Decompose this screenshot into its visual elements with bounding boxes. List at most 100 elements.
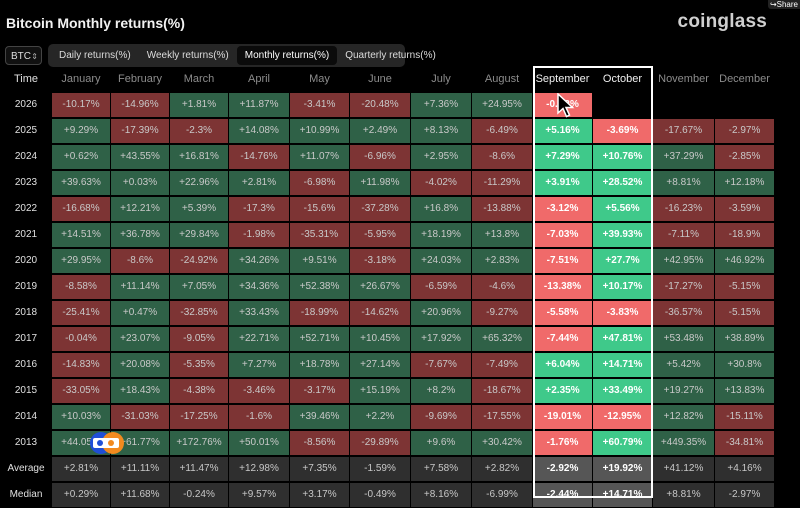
return-cell: +38.89% [715,327,774,351]
table-summary-row: Median +0.29% +11.68% -0.24% +9.57% +3.17% -0.… [0,482,800,508]
return-cell: -7.11% [653,223,714,247]
return-cell: +12.18% [715,171,774,195]
table-header-row: Time January February March April May June July… [0,66,800,92]
return-cell: +26.67% [350,275,410,299]
return-cell: -8.58% [52,275,110,299]
row-label: 2016 [14,359,38,370]
return-cell: -5.15% [715,275,774,299]
return-cell: +16.8% [411,197,471,221]
month-header-july: July [431,73,451,85]
chevron-updown-icon: ⇕ [31,52,38,61]
table-row: 2017 -0.04% +23.07% -9.05% +22.71% +52.71% +10… [0,326,800,352]
table-row: 2020 +29.95% -8.6% -24.92% +34.26% +9.51% -3.1… [0,248,800,274]
return-cell: +13.83% [715,379,774,403]
return-cell: -7.03% [533,223,592,247]
return-cell: -18.9% [715,223,774,247]
return-cell: -33.05% [52,379,110,403]
return-cell: +9.51% [290,249,349,273]
return-cell: +10.76% [593,145,652,169]
return-cell: -7.67% [411,353,471,377]
return-cell: -18.67% [472,379,532,403]
return-cell: +34.26% [229,249,289,273]
table-row: 2024 +0.62% +43.55% +16.81% -14.76% +11.07% -6… [0,144,800,170]
return-cell: +39.46% [290,405,349,429]
return-cell: -4.38% [170,379,228,403]
row-label: 2014 [14,411,38,422]
summary-cell: +7.35% [290,457,349,481]
return-cell: -2.3% [170,119,228,143]
return-cell: +5.42% [653,353,714,377]
return-cell: -14.96% [111,93,169,117]
return-cell: +2.2% [350,405,410,429]
return-cell: +30.42% [472,431,532,455]
table-row: 2026 -10.17% -14.96% +1.81% +11.87% -3.41% -20… [0,92,800,118]
return-cell: +43.55% [111,145,169,169]
return-cell: +24.95% [472,93,532,117]
row-label: 2026 [14,99,38,110]
row-label: 2023 [14,177,38,188]
return-cell: -17.67% [653,119,714,143]
return-cell: +13.8% [472,223,532,247]
summary-cell: +2.82% [472,457,532,481]
return-cell: +7.29% [533,145,592,169]
return-cell: +14.08% [229,119,289,143]
return-cell: +47.81% [593,327,652,351]
return-cell: +42.95% [653,249,714,273]
return-cell: +14.51% [52,223,110,247]
return-cell: -35.31% [290,223,349,247]
tab-weekly-returns[interactable]: Weekly returns(%) [146,50,229,61]
return-cell: -17.3% [229,197,289,221]
table-row: 2022 -16.68% +12.21% +5.39% -17.3% -15.6% -37.… [0,196,800,222]
row-label: Median [9,489,43,500]
return-cell: -14.83% [52,353,110,377]
row-label: 2020 [14,255,38,266]
return-cell: -11.29% [472,171,532,195]
return-cell: +52.71% [290,327,349,351]
row-label: Average [7,463,45,474]
summary-cell: +3.17% [290,483,349,507]
return-cell: -3.46% [229,379,289,403]
coin-select[interactable]: BTC ⇕ [5,46,42,65]
row-label: 2018 [14,307,38,318]
row-label: 2021 [14,229,38,240]
return-cell: +5.56% [593,197,652,221]
table-summary-row: Average +2.81% +11.11% +11.47% +12.98% +7.35%… [0,456,800,482]
return-cell: -1.6% [229,405,289,429]
return-cell: +7.36% [411,93,471,117]
return-cell: +14.71% [593,353,652,377]
return-cell: -20.48% [350,93,410,117]
return-cell: +8.81% [653,171,714,195]
return-cell: +15.19% [350,379,410,403]
return-cell: -2.97% [715,119,774,143]
return-cell: +172.76% [170,431,228,455]
return-cell: +6.04% [533,353,592,377]
month-header-february: February [117,73,163,85]
return-cell: +11.14% [111,275,169,299]
share-label: Share [776,0,798,9]
return-cell: +12.21% [111,197,169,221]
return-cell: +50.01% [229,431,289,455]
return-cell: +7.27% [229,353,289,377]
tab-daily-returns[interactable]: Daily returns(%) [59,50,131,61]
tab-quarterly-returns[interactable]: Quarterly returns(%) [345,50,436,61]
return-cell: -24.92% [170,249,228,273]
return-cell: -16.23% [653,197,714,221]
row-label: 2025 [14,125,38,136]
return-cell [593,93,652,117]
summary-cell: -6.99% [472,483,532,507]
share-button[interactable]: ↪Share [768,0,800,9]
return-cell: +17.92% [411,327,471,351]
return-cell [653,93,714,117]
return-cell: +36.78% [111,223,169,247]
return-cell: +7.05% [170,275,228,299]
summary-cell: +12.98% [229,457,289,481]
return-cell: +10.03% [52,405,110,429]
return-cell: +16.81% [170,145,228,169]
table-row: 2018 -25.41% +0.47% -32.85% +33.43% -18.99% -1… [0,300,800,326]
return-cell: +12.82% [653,405,714,429]
return-cell: -6.98% [290,171,349,195]
table-row: 2015 -33.05% +18.43% -4.38% -3.46% -3.17% +15.… [0,378,800,404]
tab-monthly-returns[interactable]: Monthly returns(%) [236,46,338,65]
return-cell: +2.35% [533,379,592,403]
return-cell: +2.81% [229,171,289,195]
